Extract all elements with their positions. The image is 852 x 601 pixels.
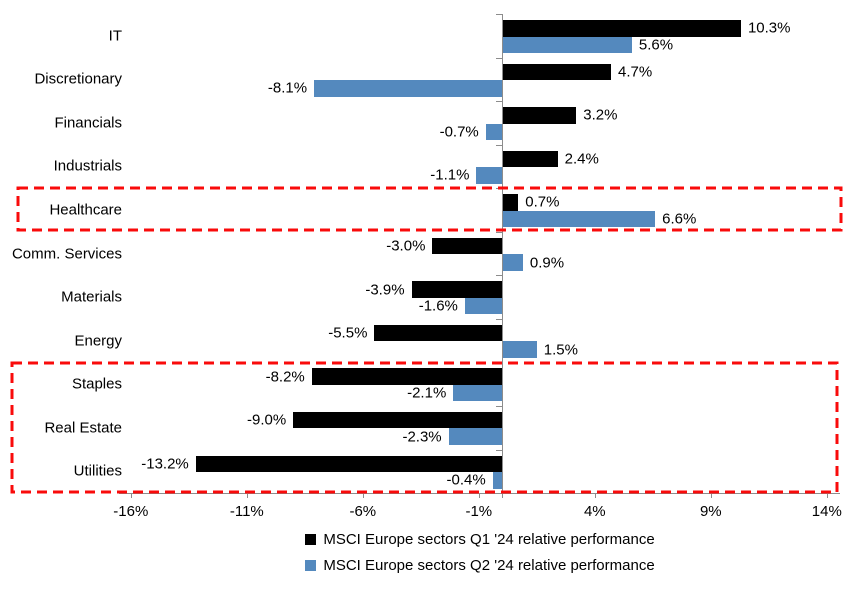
category-tick [496,405,502,407]
x-axis-tick-label-1: -11% [229,503,264,520]
x-axis-tick [130,493,132,498]
bar-q1-healthcare [502,194,519,211]
value-label-q2-staples: -2.1% [407,384,447,402]
value-label-q1-financials: 3.2% [583,106,618,124]
bar-q2-materials [464,297,502,315]
category-tick [496,449,502,451]
category-label-it: IT [108,27,122,45]
x-axis-tick-label-6: 14% [811,503,842,520]
bar-q2-utilities [492,472,502,489]
x-axis-tick-label-2: -6% [349,503,377,520]
category-tick [496,101,502,103]
bar-q1-it [502,20,741,37]
category-tick [496,318,502,320]
category-tick [496,57,502,59]
category-tick [496,231,502,233]
bar-q1-energy [374,324,502,342]
x-axis-tick-label-0: -16% [113,503,149,520]
bar-q2-discretionary [314,80,502,97]
x-axis-tick [594,493,596,498]
bar-q1-staples [311,368,502,385]
bar-q1-real-estate [293,411,502,429]
value-label-q2-utilities: -0.4% [446,471,486,489]
legend-label-q2: MSCI Europe sectors Q2 '24 relative perf… [323,557,655,574]
value-label-q2-industrials: -1.1% [430,166,470,184]
category-tick [496,14,502,15]
x-axis-tick-label-3: -1% [465,503,493,520]
value-label-q1-discretionary: 4.7% [618,63,653,81]
bar-q2-staples [453,384,502,402]
value-label-q2-real-estate: -2.3% [402,428,442,446]
value-label-q1-industrials: 2.4% [564,150,599,168]
highlight-box-healthcare [16,186,843,232]
value-label-q2-it: 5.6% [638,36,674,54]
legend-label-q1: MSCI Europe sectors Q1 '24 relative perf… [323,531,655,548]
value-label-q1-utilities: -13.2% [141,455,189,473]
value-label-q2-comm-services: 0.9% [529,254,565,271]
x-axis-tick-label-5: 9% [699,503,722,520]
category-label-industrials: Industrials [53,157,122,175]
category-label-utilities: Utilities [73,462,122,480]
bar-q2-industrials [476,167,502,184]
value-label-q2-financials: -0.7% [439,123,479,141]
legend-marker-q1 [305,534,317,545]
category-label-discretionary: Discretionary [34,70,122,88]
category-label-energy: Energy [74,332,122,350]
bar-q2-comm-services [502,254,523,271]
highlight-rect [16,186,843,232]
category-label-healthcare: Healthcare [49,201,122,219]
legend: MSCI Europe sectors Q1 '24 relative perf… [120,531,840,574]
legend-item-q1: MSCI Europe sectors Q1 '24 relative perf… [305,531,655,548]
bar-q2-it [502,36,632,53]
value-label-q1-comm-services: -3.0% [386,237,426,255]
legend-marker-q2 [305,560,317,571]
x-axis-tick [362,493,364,498]
x-axis-tick [246,493,248,498]
bar-q2-financials [485,123,502,141]
y-axis-line [502,14,503,498]
bar-q1-utilities [195,455,502,472]
value-label-q1-healthcare: 0.7% [525,193,560,211]
category-label-materials: Materials [61,288,122,306]
category-tick [496,275,502,277]
category-label-financials: Financials [54,114,122,132]
value-label-q2-healthcare: 6.6% [662,210,697,228]
value-label-q1-it: 10.3% [747,19,791,37]
x-axis-tick [478,493,480,498]
value-label-q2-energy: 1.5% [543,341,578,359]
bar-q1-materials [411,281,502,298]
bar-q2-healthcare [502,210,656,228]
category-label-real-estate: Real Estate [44,419,122,437]
value-label-q1-real-estate: -9.0% [247,411,287,429]
category-tick [496,493,502,495]
bar-q1-financials [502,107,577,124]
x-axis-tick-label-4: 4% [583,503,606,520]
category-tick [496,188,502,190]
category-tick [496,362,502,364]
category-label-comm-services: Comm. Services [11,245,122,263]
bar-q1-industrials [502,150,558,168]
x-axis-tick [710,493,712,498]
category-tick [496,144,502,146]
legend-item-q2: MSCI Europe sectors Q2 '24 relative perf… [305,557,655,574]
value-label-q2-materials: -1.6% [418,297,458,315]
value-label-q2-discretionary: -8.1% [267,79,308,97]
value-label-q1-materials: -3.9% [365,281,405,299]
category-label-staples: Staples [71,375,122,393]
bar-q1-discretionary [502,63,612,81]
x-axis-tick [826,493,828,498]
bar-q1-comm-services [432,237,502,255]
bar-q2-energy [502,341,537,358]
value-label-q1-staples: -8.2% [265,368,305,386]
bar-q2-real-estate [448,428,502,445]
value-label-q1-energy: -5.5% [328,324,368,342]
